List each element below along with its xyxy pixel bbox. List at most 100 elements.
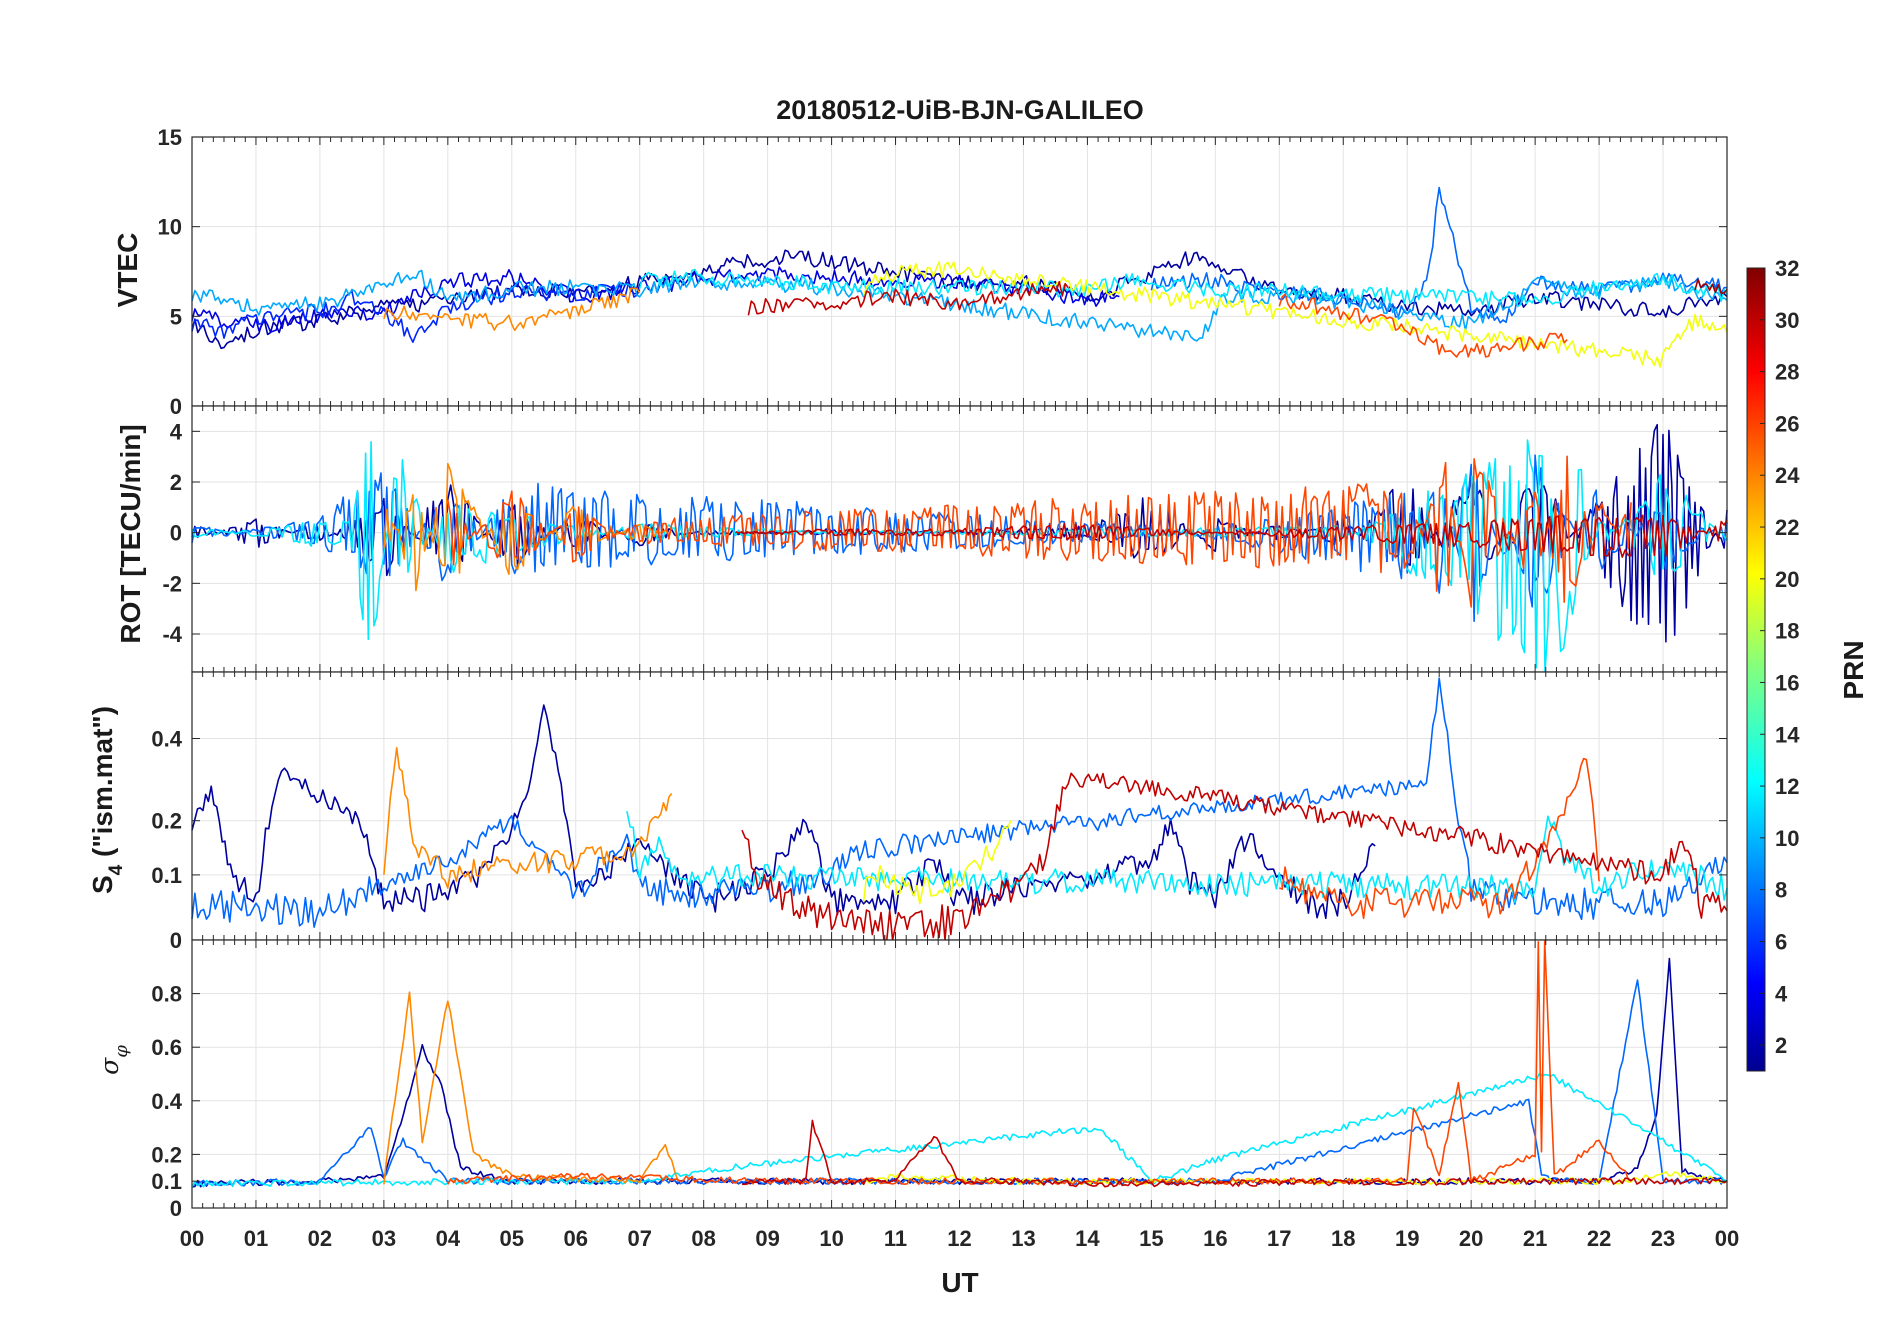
x-tick-label: 10 (819, 1226, 843, 1251)
colorbar-tick-label: 28 (1775, 360, 1799, 385)
series-line-prn-8 (191, 979, 1728, 1188)
y-tick-label: 0.8 (151, 982, 182, 1007)
colorbar-tick-label: 14 (1775, 722, 1800, 747)
series-line-prn-30 (742, 1119, 1728, 1188)
panel-3: 00.10.2 0.4 0.6 0.8 (151, 939, 1728, 1221)
colorbar-tick-label: 8 (1775, 878, 1787, 903)
colorbar-tick-label: 4 (1775, 981, 1788, 1006)
panel-3-series (191, 940, 1728, 1188)
x-tick-label: 13 (1011, 1226, 1035, 1251)
x-tick-label: 15 (1139, 1226, 1163, 1251)
panel-1-series (191, 423, 1728, 673)
y-tick-label: 0.2 (151, 809, 182, 834)
colorbar-label: PRN (1838, 640, 1869, 699)
series-line-prn-30 (747, 280, 1069, 316)
chart-title: 20180512-UiB-BJN-GALILEO (776, 95, 1144, 125)
colorbar-tick-label: 26 (1775, 411, 1799, 436)
x-tick-label: 21 (1523, 1226, 1547, 1251)
y-tick-label: 10 (158, 215, 182, 240)
series-line-prn-24 (383, 287, 641, 332)
series-line-prn-20 (862, 820, 1012, 905)
y-tick-label: 0.6 (151, 1035, 182, 1060)
x-tick-label: 12 (947, 1226, 971, 1251)
series-line-prn-12 (638, 268, 1728, 308)
s4-sub: 4 (106, 864, 127, 875)
x-tick-labels: 00 01 02 03 04 05 06 07 08 09 10 11 12 13 14 15 16 17 18 19… (180, 1226, 1739, 1251)
y-label-rot: ROT [TECU/min] (115, 424, 146, 643)
x-tick-label: 06 (564, 1226, 588, 1251)
y-tick-label: 0.4 (151, 1089, 182, 1114)
x-tick-label: 19 (1395, 1226, 1419, 1251)
y-tick-label: -4 (162, 622, 182, 647)
x-tick-label: 17 (1267, 1226, 1291, 1251)
colorbar-tick-label: 30 (1775, 308, 1799, 333)
colorbar-gradient (1747, 268, 1765, 1071)
y-tick-label: 0 (170, 1196, 182, 1221)
series-line-prn-8 (191, 677, 1728, 929)
series-line-prn-30 (735, 514, 1728, 558)
colorbar-tick-label: 24 (1775, 463, 1800, 488)
series-line-prn-26 (447, 940, 1632, 1186)
x-tick-label: 07 (627, 1226, 651, 1251)
x-tick-label: 00 (180, 1226, 204, 1251)
panels: 051015-4-202400.10.20.400.10.20.40.60.80… (151, 125, 1739, 1251)
y-tick-label: 0 (170, 928, 182, 953)
x-axis-label: UT (941, 1267, 978, 1298)
x-tick-label: 00 (1715, 1226, 1739, 1251)
series-line-prn-26 (447, 455, 1632, 608)
colorbar-tick-label: 2 (1775, 1033, 1787, 1058)
colorbar-tick-label: 20 (1775, 567, 1799, 592)
y-label-vtec: VTEC (112, 233, 143, 308)
y-tick-label: 15 (158, 125, 182, 150)
series-line-prn-24 (383, 462, 673, 592)
y-tick-label: 5 (170, 304, 182, 329)
x-tick-label: 20 (1459, 1226, 1483, 1251)
y-label-s4: S4 ("ism.mat") (87, 706, 127, 894)
colorbar-frame (1746, 267, 1766, 1072)
x-tick-label: 22 (1587, 1226, 1611, 1251)
sigma-sub: φ (111, 1045, 132, 1058)
series-line-prn-20 (862, 261, 1728, 368)
y-tick-label: 0.4 (151, 727, 182, 752)
x-tick-label: 18 (1331, 1226, 1355, 1251)
s4-rest: ("ism.mat") (87, 706, 118, 865)
series-line-prn-24 (383, 746, 673, 889)
colorbar-tick-label: 22 (1775, 515, 1799, 540)
panel-0-series (191, 186, 1728, 368)
x-tick-label: 01 (244, 1226, 268, 1251)
x-tick-label: 08 (691, 1226, 715, 1251)
colorbar-tick-label: 6 (1775, 929, 1787, 954)
x-tick-label: 16 (1203, 1226, 1227, 1251)
y-tick-label: -2 (162, 571, 182, 596)
colorbar-tick-label: 12 (1775, 774, 1799, 799)
series-line-prn-2 (191, 704, 1376, 920)
series-line-prn-31 (1694, 278, 1728, 295)
series-line-prn-26 (1278, 757, 1600, 920)
y-tick-label: 0.1 (151, 863, 182, 888)
panel-2-series (191, 677, 1728, 941)
s4-main: S (87, 875, 118, 894)
x-tick-label: 23 (1651, 1226, 1675, 1251)
series-line-prn-12 (626, 810, 1728, 904)
x-tick-label: 03 (372, 1226, 396, 1251)
y-tick-label: 0.1 (151, 1169, 182, 1194)
x-tick-label: 09 (755, 1226, 779, 1251)
panel-2: 0 0.1 0.2 0.4 (151, 671, 1728, 953)
y-tick-label: 0 (170, 521, 182, 546)
colorbar-tick-label: 32 (1775, 256, 1799, 281)
colorbar-tick-label: 16 (1775, 670, 1799, 695)
series-line-prn-6 (191, 282, 641, 344)
sigma-main: σ (95, 1057, 124, 1075)
x-tick-label: 05 (500, 1226, 524, 1251)
colorbar-tick-label: 10 (1775, 826, 1799, 851)
panel-1: -4 -2 0 2 4 (162, 405, 1728, 673)
y-tick-label: 0 (170, 394, 182, 419)
colorbar-tick-label: 18 (1775, 619, 1799, 644)
y-tick-label: 2 (170, 470, 182, 495)
series-line-prn-2 (191, 249, 1728, 350)
y-tick-label: 4 (170, 419, 183, 444)
x-tick-label: 11 (884, 1226, 907, 1251)
